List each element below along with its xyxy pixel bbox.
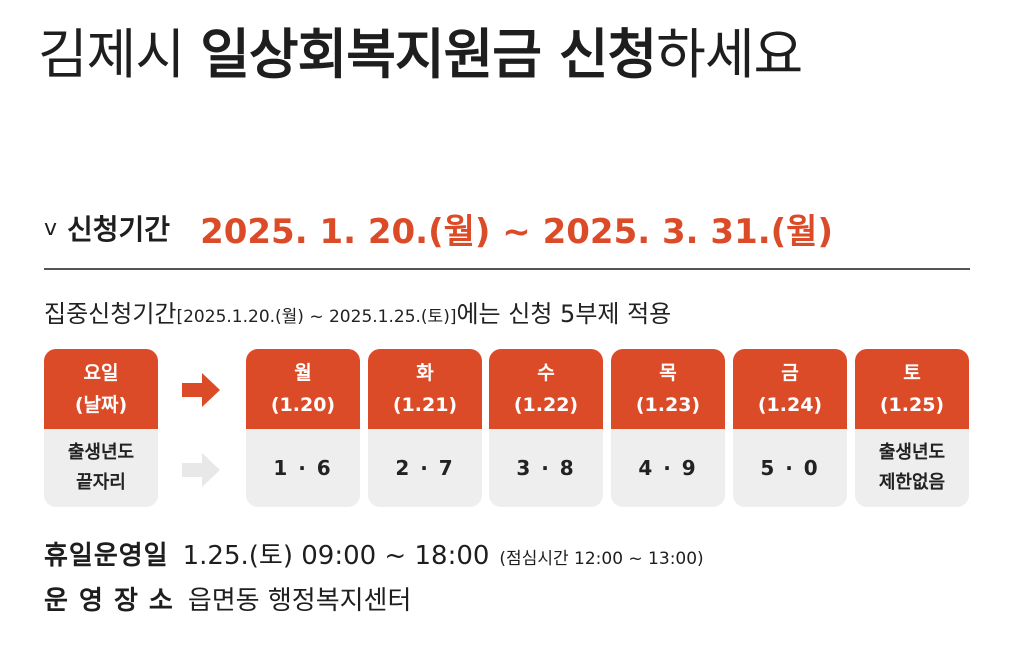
digits-cell: 3 · 8 [489,429,603,507]
day-date: (1.20) [270,394,336,416]
birth-digits: 5 · 0 [760,456,820,480]
location-value: 읍면동 행정복지센터 [187,586,412,616]
schedule-day-tue: 화 (1.21) 2 · 7 [368,349,482,507]
day-label: 화 [416,362,434,384]
title-part-3: 하세요 [656,23,803,86]
chevron-down-icon: v [44,215,58,241]
digits-cell: 1 · 6 [246,429,360,507]
day-date: (1.21) [392,394,458,416]
focus-range: [2025.1.20.(월) ~ 2025.1.25.(토)] [176,307,457,327]
holiday-value: 1.25.(토) 09:00 ~ 18:00 [182,541,490,571]
no-limit-line2: 제한없음 [878,472,946,493]
divider [44,268,970,270]
schedule-header-column: 요일 (날짜) 출생년도 끝자리 [44,349,158,507]
day-label: 금 [781,362,799,384]
location-label: 운 영 장 소 [44,586,174,616]
digits-cell: 4 · 9 [611,429,725,507]
digits-cell: 2 · 7 [368,429,482,507]
operation-location: 운 영 장 소 읍면동 행정복지센터 [44,579,411,623]
application-period: v 신청기간 2025. 1. 20.(월) ~ 2025. 3. 31.(월) [44,200,833,256]
day-cell: 목 (1.23) [611,349,725,429]
day-date: (1.24) [757,394,823,416]
birth-digits: 4 · 9 [638,456,698,480]
holiday-label: 휴일운영일 [44,541,169,571]
birth-digits: 3 · 8 [516,456,576,480]
header-date-label: (날짜) [74,394,128,416]
header-rule-cell: 출생년도 끝자리 [44,429,158,507]
day-label: 월 [294,362,312,384]
header-rule-line1: 출생년도 [67,442,135,463]
title-part-2: 일상회복지원금 신청 [200,23,657,86]
period-label: 신청기간 [67,213,171,246]
day-cell: 금 (1.24) [733,349,847,429]
birth-digits: 1 · 6 [273,456,333,480]
day-cell: 화 (1.21) [368,349,482,429]
day-label: 목 [659,362,677,384]
schedule-day-thu: 목 (1.23) 4 · 9 [611,349,725,507]
day-date: (1.22) [513,394,579,416]
arrow-right-light-icon [182,453,220,487]
schedule-day-sat: 토 (1.25) 출생년도 제한없음 [855,349,969,507]
day-label: 수 [537,362,555,384]
day-date: (1.23) [635,394,701,416]
focus-prefix: 집중신청기간 [44,300,177,328]
schedule-day-wed: 수 (1.22) 3 · 8 [489,349,603,507]
day-cell: 토 (1.25) [855,349,969,429]
header-rule-line2: 끝자리 [76,472,126,493]
period-dates: 2025. 1. 20.(월) ~ 2025. 3. 31.(월) [200,211,834,252]
schedule-day-mon: 월 (1.20) 1 · 6 [246,349,360,507]
header-day-cell: 요일 (날짜) [44,349,158,429]
day-cell: 월 (1.20) [246,349,360,429]
focus-period: 집중신청기간[2025.1.20.(월) ~ 2025.1.25.(토)]에는 … [44,292,671,336]
title-part-1: 김제시 [38,23,201,86]
day-label: 토 [903,362,921,384]
holiday-operation: 휴일운영일 1.25.(토) 09:00 ~ 18:00 (점심시간 12:00 ~… [44,534,704,578]
day-cell: 수 (1.22) [489,349,603,429]
header-day-label: 요일 [83,362,119,384]
lunch-note: (점심시간 12:00 ~ 13:00) [499,549,704,569]
arrow-right-icon [182,373,220,407]
schedule-day-fri: 금 (1.24) 5 · 0 [733,349,847,507]
no-limit-cell: 출생년도 제한없음 [855,429,969,507]
digits-cell: 5 · 0 [733,429,847,507]
day-date: (1.25) [879,394,945,416]
page-title: 김제시 일상회복지원금 신청하세요 [38,10,803,100]
focus-suffix: 에는 신청 5부제 적용 [456,300,672,328]
birth-digits: 2 · 7 [395,456,455,480]
no-limit-line1: 출생년도 [878,442,946,463]
